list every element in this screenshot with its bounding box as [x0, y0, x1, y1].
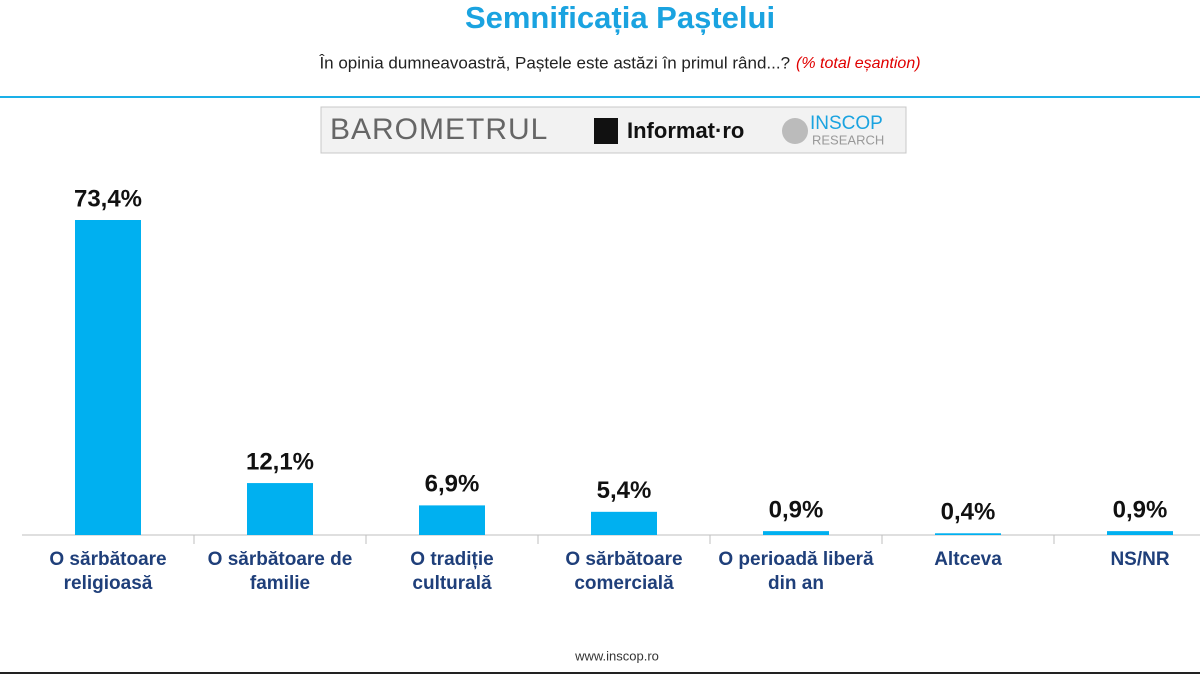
x-tick-label: O tradiție culturală	[410, 549, 494, 594]
bar	[591, 511, 657, 535]
chart-title: Semnificația Paștelui	[465, 0, 775, 35]
value-label: 5,4%	[597, 477, 652, 504]
value-label: 0,9%	[1113, 496, 1168, 523]
bar	[763, 531, 829, 535]
value-label: 6,9%	[425, 471, 480, 498]
logo-partner: Informat·ro	[627, 118, 744, 143]
x-tick-label: O perioadă liberă din an	[718, 549, 874, 594]
bar	[247, 483, 313, 535]
value-label: 12,1%	[246, 448, 314, 475]
bar	[419, 505, 485, 535]
logo-icon	[594, 118, 618, 144]
x-tick-label: NS/NR	[1110, 549, 1170, 570]
logo-brand-sub: RESEARCH	[812, 132, 884, 147]
logo-brand: INSCOP	[810, 113, 883, 134]
note: (% total eșantion)	[796, 55, 921, 72]
logo-mark	[782, 118, 808, 144]
x-tick-label: O sărbătoare comercială	[565, 549, 683, 594]
value-label: 0,4%	[941, 499, 996, 526]
subtitle: În opinia dumneavoastră, Paștele este as…	[318, 53, 790, 72]
bar	[935, 533, 1001, 535]
x-tick-label: Altceva	[934, 549, 1002, 570]
bar	[75, 220, 141, 535]
footer: www.inscop.ro	[574, 648, 659, 663]
bar	[1107, 531, 1173, 535]
value-label: 73,4%	[74, 185, 142, 212]
x-tick-label: O sărbătoare religioasă	[49, 549, 167, 594]
x-tick-label: O sărbătoare de familie	[207, 549, 353, 594]
value-label: 0,9%	[769, 496, 824, 523]
logo-barometer: BAROMETRUL	[330, 113, 548, 146]
